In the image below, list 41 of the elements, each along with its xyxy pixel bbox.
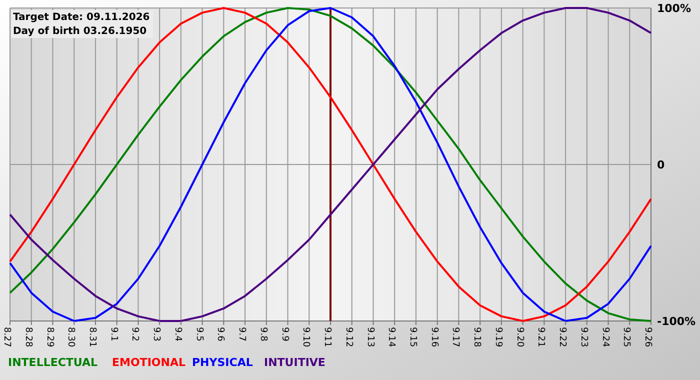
x-tick-label: 8.27 xyxy=(2,327,12,348)
x-tick-label: 9.19 xyxy=(492,327,503,348)
x-tick-label: 9.22 xyxy=(557,327,568,348)
x-tick-label: 9.9 xyxy=(279,327,290,342)
x-tick-label: 9.25 xyxy=(621,327,632,348)
x-tick-label: 9.6 xyxy=(215,327,226,342)
y-tick-label: 100% xyxy=(657,2,691,15)
x-tick-label: 8.31 xyxy=(87,327,98,348)
x-tick-label: 9.20 xyxy=(514,327,524,348)
x-tick-label: 9.21 xyxy=(536,327,546,348)
x-tick-label: 9.1 xyxy=(108,327,118,342)
x-tick-label: 8.30 xyxy=(66,327,76,348)
text: EMOTIONAL xyxy=(112,356,186,369)
text: PHYSICAL xyxy=(192,356,253,369)
annotation: Target Date: 09.11.2026 xyxy=(13,12,150,23)
x-tick-label: 9.16 xyxy=(428,327,439,348)
x-tick-label: 9.17 xyxy=(450,327,460,348)
x-tick-label: 9.24 xyxy=(600,327,610,348)
x-tick-label: 9.11 xyxy=(322,327,332,348)
x-tick-label: 9.3 xyxy=(151,327,162,342)
x-tick-label: 8.29 xyxy=(44,327,54,348)
x-tick-label: 9.13 xyxy=(364,327,375,348)
x-tick-label: 9.14 xyxy=(386,327,396,348)
text: INTUITIVE xyxy=(264,356,326,369)
x-tick-label: 9.18 xyxy=(472,327,482,348)
text: INTELLECTUAL xyxy=(8,356,98,369)
x-tick-label: 9.4 xyxy=(172,327,182,342)
x-tick-label: 9.7 xyxy=(236,327,247,342)
annotation: Day of birth 03.26.1950 xyxy=(13,26,147,37)
x-tick-label: 9.26 xyxy=(642,327,653,348)
x-tick-label: 9.5 xyxy=(194,327,204,342)
x-tick-label: 8.28 xyxy=(22,327,33,348)
x-tick-label: 9.8 xyxy=(258,327,268,342)
line-series xyxy=(9,7,652,322)
y-tick-label: -100% xyxy=(657,314,696,328)
x-tick-label: 9.2 xyxy=(130,327,140,342)
y-tick-label: 0 xyxy=(657,158,665,172)
x-tick-label: 9.10 xyxy=(300,327,311,348)
x-tick-label: 9.15 xyxy=(408,327,418,348)
x-tick-label: 9.12 xyxy=(343,327,354,348)
x-tick-label: 9.23 xyxy=(578,327,588,348)
